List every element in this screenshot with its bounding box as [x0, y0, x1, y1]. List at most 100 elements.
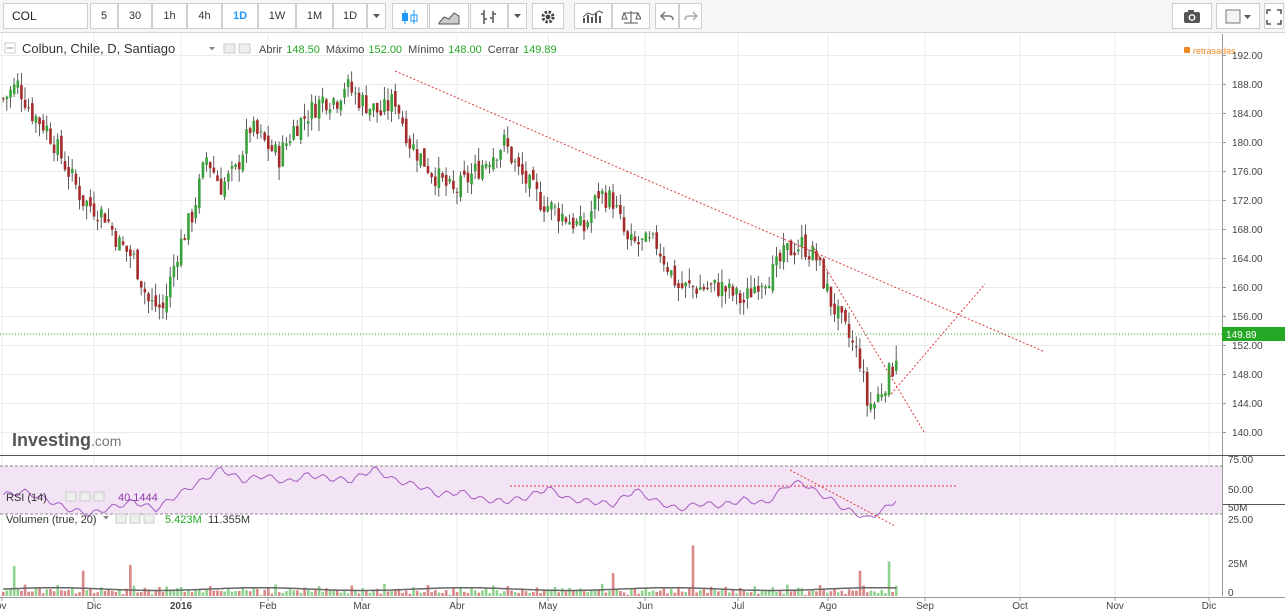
volume-bar: [187, 590, 190, 596]
compare-button[interactable]: [612, 3, 650, 29]
layout-button[interactable]: [1216, 3, 1260, 29]
candle-body: [31, 103, 34, 122]
interval-1w-button[interactable]: 1W: [258, 3, 296, 29]
symbol-input[interactable]: COL: [3, 3, 88, 29]
volume-bars: [2, 545, 898, 596]
volume-bar: [677, 586, 680, 596]
volume-bar: [266, 587, 270, 596]
volume-bar: [815, 591, 818, 596]
interval-5-button[interactable]: 5: [90, 3, 118, 29]
volume-bar: [688, 588, 691, 596]
volume-bar: [651, 590, 655, 596]
candle-body: [648, 237, 651, 239]
eye-icon[interactable]: [65, 491, 77, 502]
candle-body: [608, 190, 611, 208]
chart-canvas[interactable]: Investing.com Colbun, Chile, D, Santiago…: [0, 34, 1285, 612]
volume-bar: [12, 566, 16, 596]
redo-button[interactable]: [679, 3, 702, 29]
candle-body: [862, 371, 865, 373]
interval-custom-button[interactable]: 1D: [333, 3, 367, 29]
volume-bar: [775, 592, 778, 596]
candle-body: [230, 166, 234, 169]
volume-bar: [829, 591, 833, 596]
interval-1h-button[interactable]: 1h: [152, 3, 187, 29]
settings-icon[interactable]: [238, 43, 251, 54]
bars-style-button[interactable]: [470, 3, 508, 29]
candle-body: [296, 126, 299, 136]
volume-bar: [858, 570, 862, 596]
candles-style-button[interactable]: [392, 3, 428, 29]
candle-body: [299, 117, 303, 141]
volume-bar: [158, 587, 161, 596]
candle-body: [259, 131, 263, 133]
volume-bar: [851, 590, 855, 596]
interval-1d-button[interactable]: 1D: [222, 3, 258, 29]
candle-body: [702, 286, 706, 290]
volume-bar: [379, 593, 383, 596]
volume-bar: [633, 588, 637, 596]
indicators-button[interactable]: [574, 3, 612, 29]
candle-body: [804, 234, 807, 258]
candle-body: [89, 197, 92, 207]
volume-bar: [481, 590, 484, 596]
volume-bar: [172, 591, 176, 596]
trendline-short-down[interactable]: [811, 244, 925, 433]
fullscreen-button[interactable]: [1264, 3, 1284, 29]
line-style-button[interactable]: [429, 3, 469, 29]
time-tick-label: Oct: [1012, 601, 1028, 612]
candle-body: [488, 165, 492, 168]
volume-bar: [669, 588, 673, 596]
candle-body: [884, 392, 887, 396]
candle-body: [114, 231, 118, 247]
low-label: Mínimo: [408, 44, 444, 56]
candle-body: [644, 232, 648, 242]
open-value: 148.50: [286, 44, 320, 56]
chevron-down-icon[interactable]: [209, 47, 215, 51]
price-axis[interactable]: 140.00 144.00 148.00 152.00 156.00 160.00 164.…: [1222, 34, 1263, 455]
volume-bar: [510, 590, 513, 596]
volume-bar: [237, 590, 241, 596]
candle-body: [372, 103, 375, 111]
eye-icon[interactable]: [223, 43, 236, 54]
volume-legend: Volumen (true, 20) 5.423M 11.355M: [6, 513, 250, 526]
candle-body: [887, 363, 891, 396]
interval-30-button[interactable]: 30: [118, 3, 152, 29]
undo-button[interactable]: [655, 3, 679, 29]
close-icon[interactable]: [143, 513, 155, 524]
interval-1m-button[interactable]: 1M: [296, 3, 333, 29]
candle-body: [767, 286, 771, 289]
settings-icon[interactable]: [129, 513, 141, 524]
candle-body: [379, 110, 383, 116]
volume-bar: [415, 590, 419, 596]
snapshot-button[interactable]: [1172, 3, 1212, 29]
volume-bar: [129, 564, 132, 596]
candle-body: [241, 154, 245, 171]
settings-button[interactable]: [532, 3, 564, 29]
last-price-label: 149.89: [1226, 330, 1257, 341]
candle-body: [539, 191, 542, 210]
candle-body: [865, 371, 869, 406]
volume-bar: [477, 592, 481, 596]
volume-bar: [448, 594, 452, 596]
volume-bar: [70, 587, 74, 596]
eye-icon[interactable]: [115, 513, 127, 524]
interval-dropdown-button[interactable]: [367, 3, 386, 29]
settings-icon[interactable]: [79, 491, 91, 502]
volume-bar: [517, 592, 521, 596]
trendline-up[interactable]: [890, 283, 986, 395]
volume-bar: [891, 591, 894, 596]
time-axis[interactable]: ov Dic 2016 Feb Mar Abr May Jun Jul Ago Sep Oct Nov D…: [0, 597, 1216, 612]
candle-body: [477, 160, 481, 179]
style-dropdown-button[interactable]: [508, 3, 527, 29]
close-icon[interactable]: [93, 491, 105, 502]
volume-bar: [826, 592, 829, 596]
volume-bar: [706, 592, 709, 596]
volume-bar: [299, 592, 303, 596]
interval-4h-button[interactable]: 4h: [187, 3, 222, 29]
volume-bar: [539, 593, 542, 596]
trendlines[interactable]: [394, 70, 1046, 433]
candle-body: [695, 288, 698, 294]
candle-body: [771, 264, 775, 291]
volume-bar: [114, 591, 118, 596]
chevron-down-icon[interactable]: [103, 516, 109, 520]
